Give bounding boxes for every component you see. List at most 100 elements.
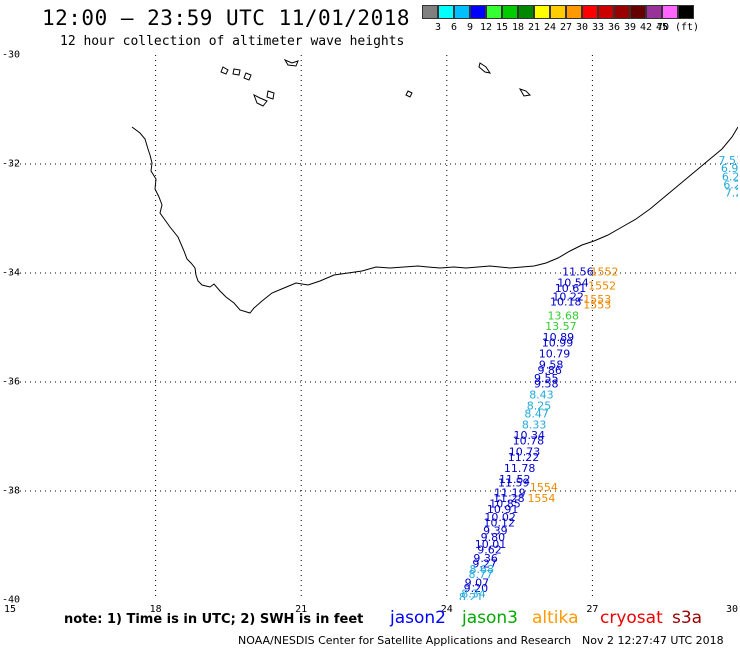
wave-height-reading: 11.52 xyxy=(499,473,531,486)
legend-label: 6 xyxy=(450,22,458,33)
longitude-label: 27 xyxy=(586,604,599,615)
wave-height-reading: 8.25 xyxy=(527,399,552,412)
credit-line: NOAA/NESDIS Center for Satellite Applica… xyxy=(238,634,572,647)
wave-height-reading: 9.58 xyxy=(534,377,559,390)
page-subtitle: 12 hour collection of altimeter wave hei… xyxy=(60,34,405,49)
longitude-label: 30 xyxy=(725,604,739,615)
wave-height-reading: 11.22 xyxy=(508,451,540,464)
legend-label: 3 xyxy=(434,22,442,33)
latitude-label: -36 xyxy=(2,376,21,388)
legend-swatch xyxy=(678,5,694,19)
wave-height-reading: 11.59 xyxy=(498,477,530,490)
legend-swatch xyxy=(662,5,678,19)
altimeter-observations: 11.5610.5410.6110.2210.1813.6813.5710.89… xyxy=(459,154,738,600)
wave-height-reading: 13.57 xyxy=(545,320,577,333)
legend-swatch xyxy=(646,5,662,19)
legend-label: 39 xyxy=(623,22,637,33)
legend-label: 9 xyxy=(466,22,474,33)
wave-height-reading: 9.62 xyxy=(477,544,502,557)
wave-height-reading: 9.27 xyxy=(472,557,497,570)
wave-height-reading: 8.77 xyxy=(469,568,494,581)
wave-height-reading: 9.55 xyxy=(534,372,559,385)
legend-swatch xyxy=(502,5,518,19)
wave-height-reading: 10.02 xyxy=(484,511,516,524)
legend-swatch xyxy=(550,5,566,19)
wave-height-reading: 10.54 xyxy=(557,277,589,290)
legend-swatch xyxy=(614,5,630,19)
wave-height-reading: 8.68 xyxy=(469,563,494,576)
page-title: 12:00 – 23:59 UTC 11/01/2018 xyxy=(42,6,411,30)
legend-swatch xyxy=(518,5,534,19)
wave-height-reading: 7.29 xyxy=(725,187,738,200)
wave-height-reading: 1554 xyxy=(530,481,558,494)
latitude-label: -34 xyxy=(2,267,21,279)
wave-height-reading: 10.22 xyxy=(552,290,584,303)
color-scale-labels: 3 6 9 12 15 18 21 24 27 30 33 36 39 42 45 70 (ft) xyxy=(422,22,740,36)
legend-label: 24 xyxy=(543,22,557,33)
wave-height-reading: 11.56 xyxy=(562,266,594,279)
wave-height-reading: 10.79 xyxy=(539,347,571,360)
wave-height-reading: 7.51 xyxy=(718,154,738,167)
wave-height-reading: 10.73 xyxy=(509,446,541,459)
latitude-label: -40 xyxy=(2,594,21,606)
legend-label: 70 (ft) xyxy=(656,22,700,33)
generated-timestamp: Nov 2 12:27:47 UTC 2018 xyxy=(582,634,724,647)
legend-swatch xyxy=(438,5,454,19)
satellite-cryosat: cryosat xyxy=(600,608,663,628)
wave-height-reading: 9.80 xyxy=(481,531,506,544)
wave-height-reading: 11.28 xyxy=(493,492,525,505)
longitude-label: 24 xyxy=(440,604,453,615)
islands xyxy=(220,58,532,107)
legend-label: 45 xyxy=(655,22,669,33)
wave-height-reading: 1552 xyxy=(591,266,619,279)
legend-swatch xyxy=(470,5,486,19)
legend-swatch xyxy=(598,5,614,19)
legend-label: 21 xyxy=(527,22,541,33)
wave-height-map: 11.5610.5410.6110.2210.1813.6813.5710.89… xyxy=(10,55,738,600)
wave-height-reading: 6.23 xyxy=(723,179,738,192)
wave-height-reading: 1553 xyxy=(583,298,611,311)
satellite-jason3: jason3 xyxy=(462,608,518,628)
color-scale-legend xyxy=(422,5,694,19)
legend-swatch xyxy=(486,5,502,19)
wave-height-reading: 8.47 xyxy=(524,407,549,420)
legend-label: 30 xyxy=(575,22,589,33)
wave-height-reading: 1554 xyxy=(527,492,555,505)
wave-height-reading: 11.78 xyxy=(504,462,536,475)
wave-height-reading: 10.89 xyxy=(543,331,575,344)
satellite-jason2: jason2 xyxy=(390,608,446,628)
legend-swatch xyxy=(630,5,646,19)
wave-height-reading: 9.20 xyxy=(464,582,489,595)
wave-height-reading: 10.18 xyxy=(550,296,582,309)
legend-label: 27 xyxy=(559,22,573,33)
wave-height-reading: 1553 xyxy=(583,293,611,306)
legend-label: 36 xyxy=(607,22,621,33)
wave-height-reading: 6.23 xyxy=(722,170,738,183)
legend-swatch xyxy=(422,5,438,19)
coastline xyxy=(131,126,738,314)
latitude-label: -32 xyxy=(2,158,21,170)
wave-height-reading: 13.68 xyxy=(548,309,580,322)
latitude-label: -38 xyxy=(2,485,21,497)
legend-swatch xyxy=(454,5,470,19)
units-note: note: 1) Time is in UTC; 2) SWH is in fe… xyxy=(64,612,364,627)
legend-label: 12 xyxy=(479,22,493,33)
wave-height-reading: 8.34 xyxy=(461,587,486,600)
wave-height-reading: 9.07 xyxy=(465,576,490,589)
wave-height-reading: 9.86 xyxy=(537,364,562,377)
wave-height-reading: 8.33 xyxy=(522,418,547,431)
wave-height-reading: 9.58 xyxy=(539,358,564,371)
legend-label: 42 xyxy=(639,22,653,33)
wave-height-reading: 10.85 xyxy=(489,497,521,510)
legend-label: 18 xyxy=(511,22,525,33)
wave-height-reading: 6.94 xyxy=(721,162,738,175)
wave-height-reading: 10.01 xyxy=(475,538,507,551)
wave-height-reading: 8.43 xyxy=(529,388,554,401)
wave-height-reading: 10.99 xyxy=(542,337,574,350)
graticule xyxy=(10,55,738,600)
wave-height-reading: 8.21 xyxy=(459,591,484,600)
wave-height-reading: 10.12 xyxy=(483,516,515,529)
legend-swatch xyxy=(534,5,550,19)
legend-swatch xyxy=(566,5,582,19)
wave-height-reading: 1552 xyxy=(588,279,616,292)
